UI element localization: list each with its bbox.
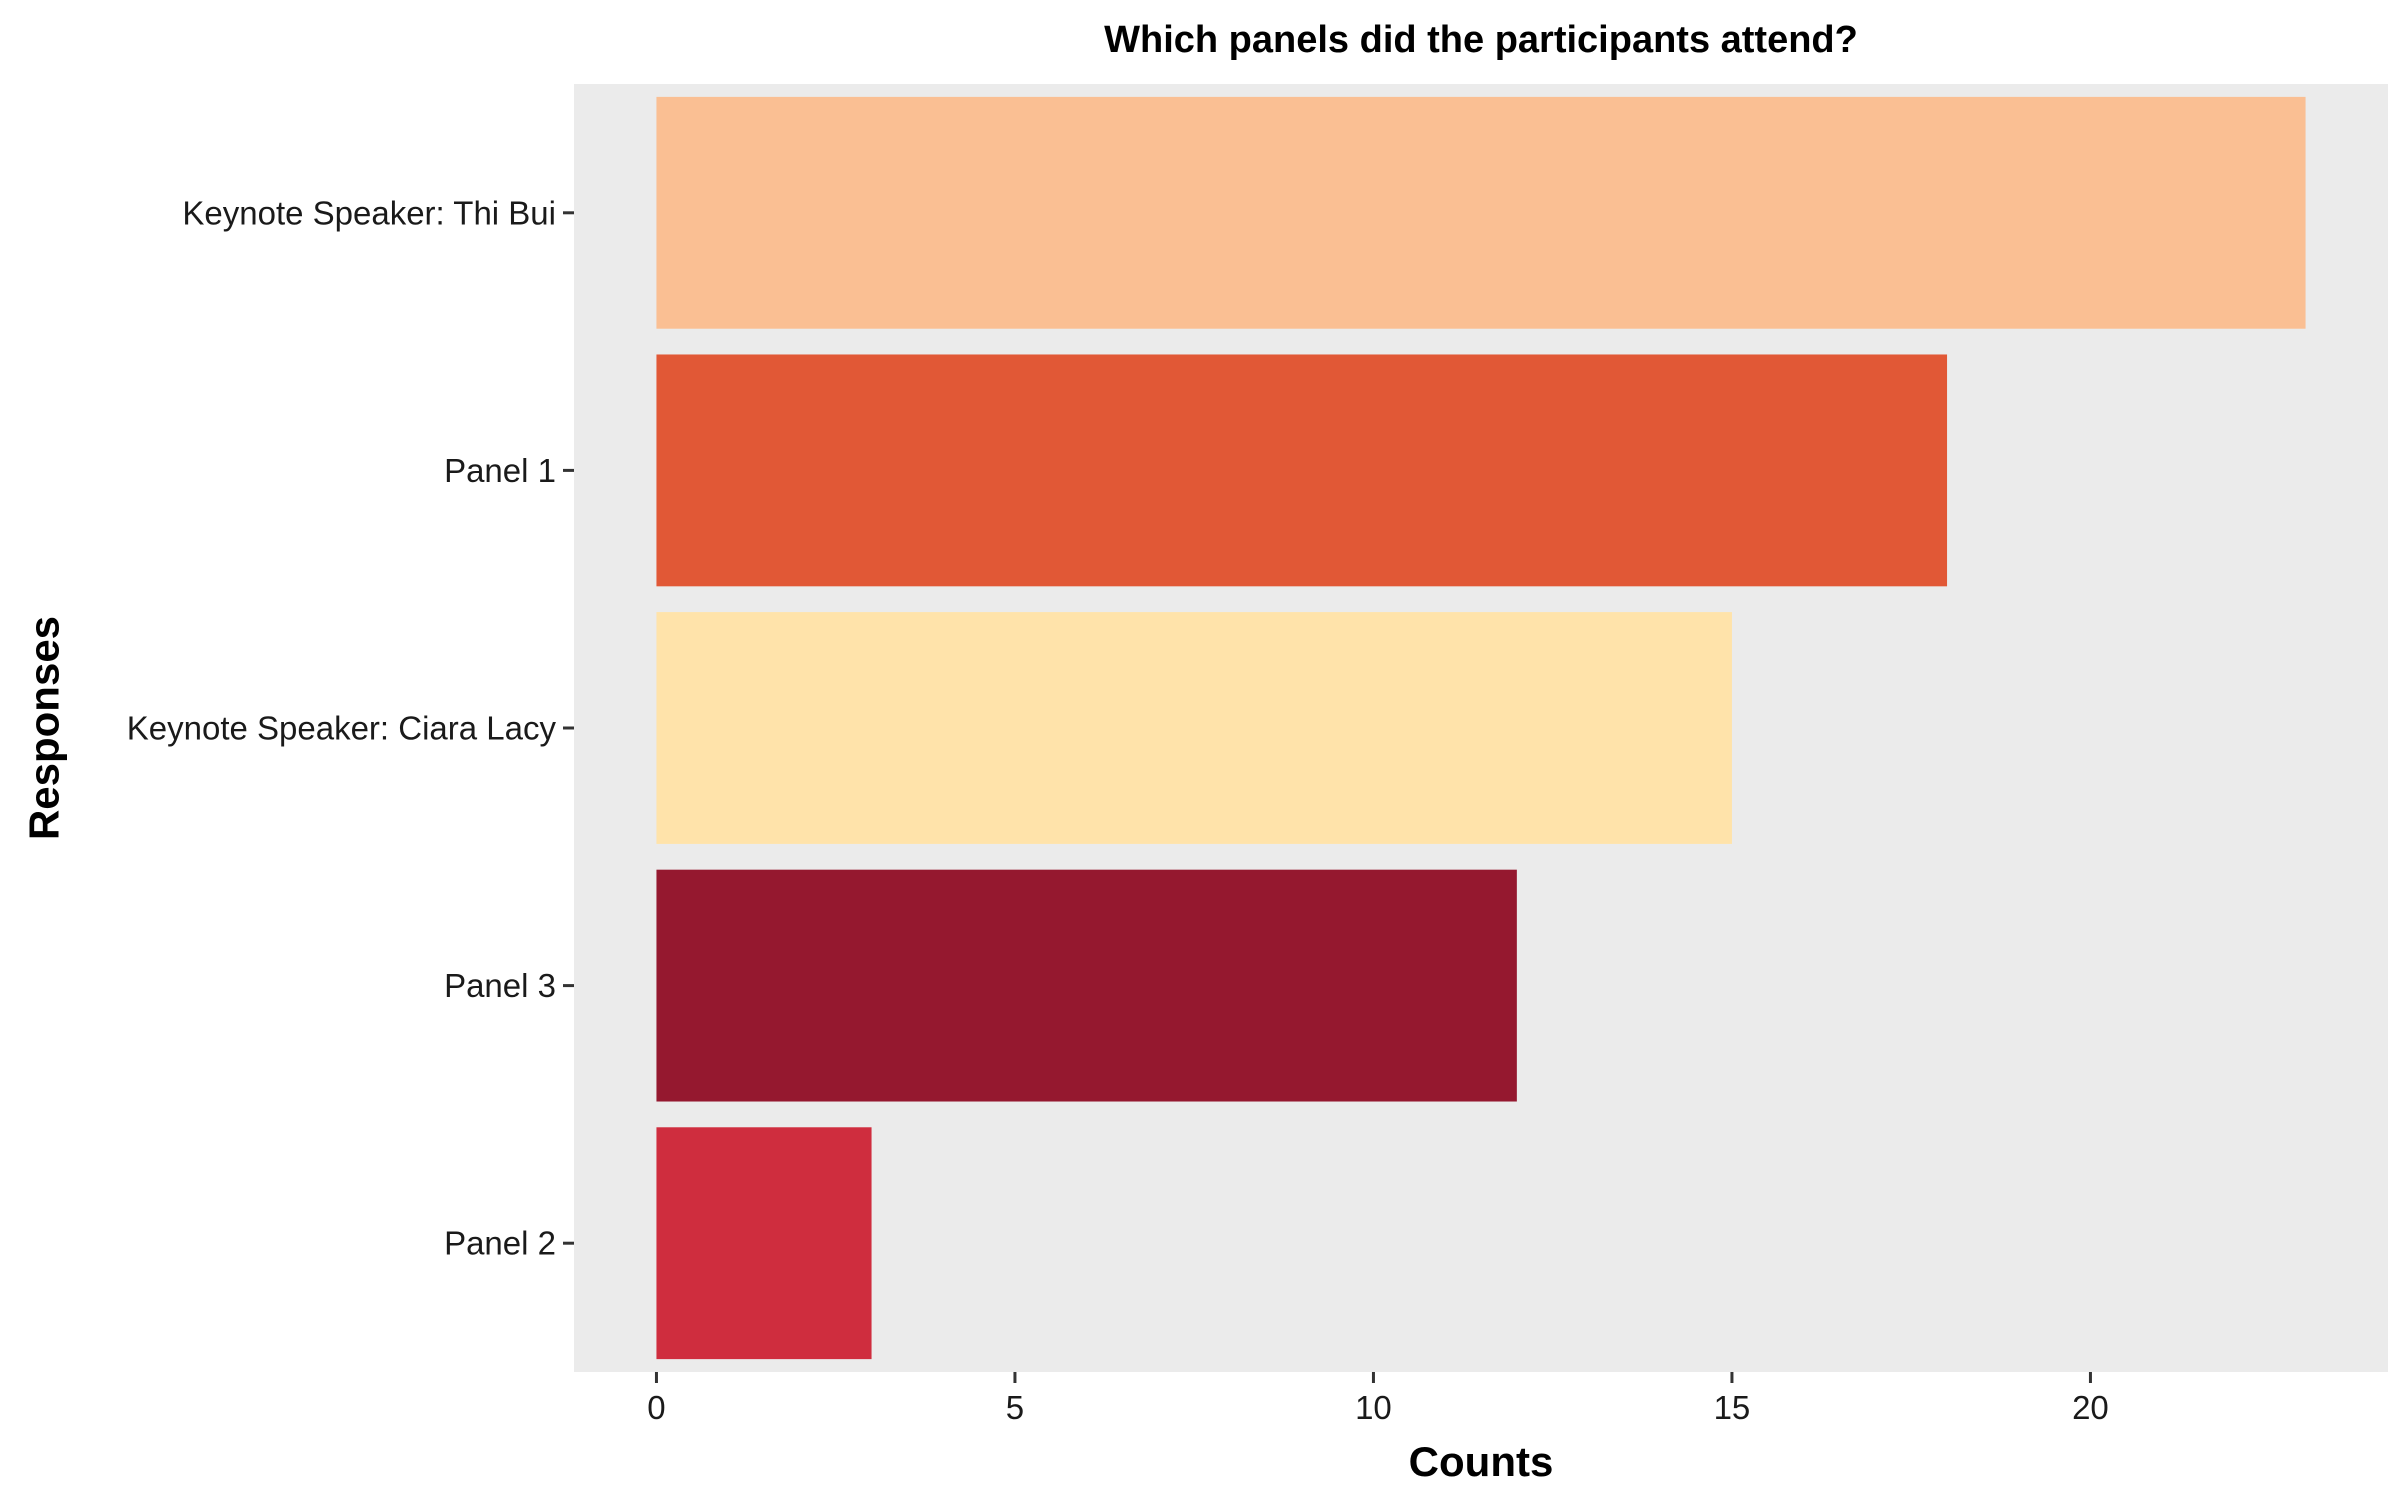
bar-4 bbox=[656, 869, 1517, 1102]
y-tick-label: Panel 3 bbox=[444, 967, 556, 1004]
bar-2 bbox=[656, 354, 1948, 587]
bar-5 bbox=[656, 1127, 872, 1360]
bar-3 bbox=[656, 612, 1732, 844]
y-tick-label: Panel 1 bbox=[444, 452, 556, 489]
y-tick-label: Keynote Speaker: Thi Bui bbox=[182, 194, 556, 231]
y-tick-label: Keynote Speaker: Ciara Lacy bbox=[127, 710, 557, 747]
y-axis: Keynote Speaker: Thi Bui Panel 1 Keynote S… bbox=[127, 194, 574, 1262]
x-tick-label: 0 bbox=[647, 1389, 665, 1426]
x-tick-label: 15 bbox=[1714, 1389, 1751, 1426]
y-axis-title: Responses bbox=[21, 616, 68, 840]
x-tick-label: 10 bbox=[1355, 1389, 1392, 1426]
bars-group bbox=[656, 96, 2306, 1360]
chart-title: Which panels did the participants attend… bbox=[1104, 19, 1858, 61]
bar-1 bbox=[656, 96, 2306, 329]
y-tick-label: Panel 2 bbox=[444, 1225, 556, 1262]
x-axis-title: Counts bbox=[1409, 1438, 1554, 1485]
x-tick-label: 20 bbox=[2072, 1389, 2109, 1426]
x-axis: 0 5 10 15 20 bbox=[647, 1372, 2109, 1426]
x-tick-label: 5 bbox=[1006, 1389, 1024, 1426]
